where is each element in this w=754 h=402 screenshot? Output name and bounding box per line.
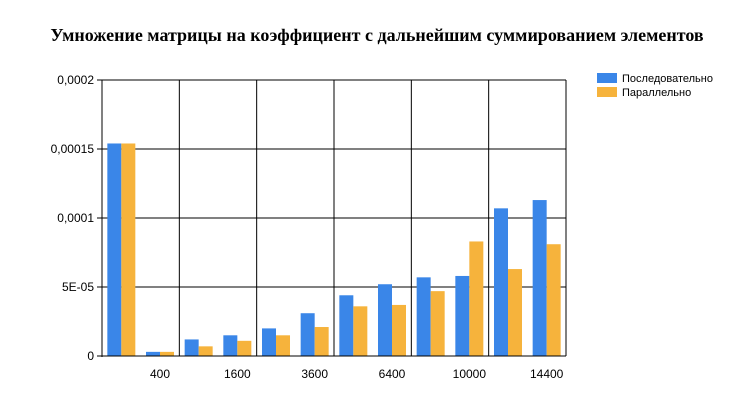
bar-sequential bbox=[107, 143, 122, 356]
legend-label: Последовательно bbox=[622, 73, 713, 85]
x-tick-label: 10000 bbox=[453, 367, 487, 381]
x-tick-label: 6400 bbox=[379, 367, 406, 381]
y-tick-label: 0,00015 bbox=[51, 142, 95, 156]
legend: Последовательно Параллельно bbox=[597, 73, 713, 99]
legend-swatch bbox=[597, 87, 617, 97]
bar-parallel bbox=[198, 346, 213, 356]
bar-sequential bbox=[223, 335, 238, 356]
bar-sequential bbox=[300, 313, 315, 356]
bar-sequential bbox=[184, 339, 199, 356]
y-axis-ticks: 0 5E-05 0,0001 0,00015 0,0002 bbox=[51, 73, 102, 363]
bar-sequential bbox=[146, 351, 160, 356]
y-tick-label: 0,0002 bbox=[57, 73, 94, 87]
y-tick-label: 5E-05 bbox=[62, 280, 94, 294]
x-tick-label: 400 bbox=[150, 367, 170, 381]
y-tick-label: 0,0001 bbox=[57, 211, 94, 225]
legend-label: Параллельно bbox=[622, 87, 691, 99]
bar-sequential bbox=[339, 295, 354, 356]
chart-title: Умножение матрицы на коэффициент с дальн… bbox=[50, 25, 704, 45]
bar-parallel bbox=[121, 143, 136, 356]
bar-parallel bbox=[508, 269, 522, 356]
bar-sequential bbox=[262, 328, 276, 356]
y-tick-label: 0 bbox=[87, 349, 94, 363]
x-tick-label: 14400 bbox=[530, 367, 564, 381]
bar-parallel bbox=[276, 335, 290, 356]
bar-parallel bbox=[314, 327, 329, 356]
bar-sequential bbox=[378, 284, 392, 356]
bar-parallel bbox=[160, 351, 174, 356]
legend-swatch bbox=[597, 73, 617, 83]
bar-sequential bbox=[494, 208, 508, 356]
x-axis-ticks: 400 1600 3600 6400 10000 14400 bbox=[150, 367, 564, 381]
grid bbox=[102, 79, 567, 356]
x-tick-label: 1600 bbox=[224, 367, 251, 381]
bar-parallel bbox=[469, 241, 484, 356]
bar-parallel bbox=[237, 340, 252, 356]
bar-sequential bbox=[532, 200, 547, 356]
bar-parallel bbox=[430, 291, 445, 356]
bar-parallel bbox=[392, 304, 406, 356]
bar-sequential bbox=[455, 275, 470, 356]
bar-parallel bbox=[353, 306, 368, 356]
x-tick-label: 3600 bbox=[301, 367, 328, 381]
bar-sequential bbox=[416, 277, 431, 356]
bars bbox=[107, 143, 561, 356]
bar-parallel bbox=[546, 244, 561, 356]
